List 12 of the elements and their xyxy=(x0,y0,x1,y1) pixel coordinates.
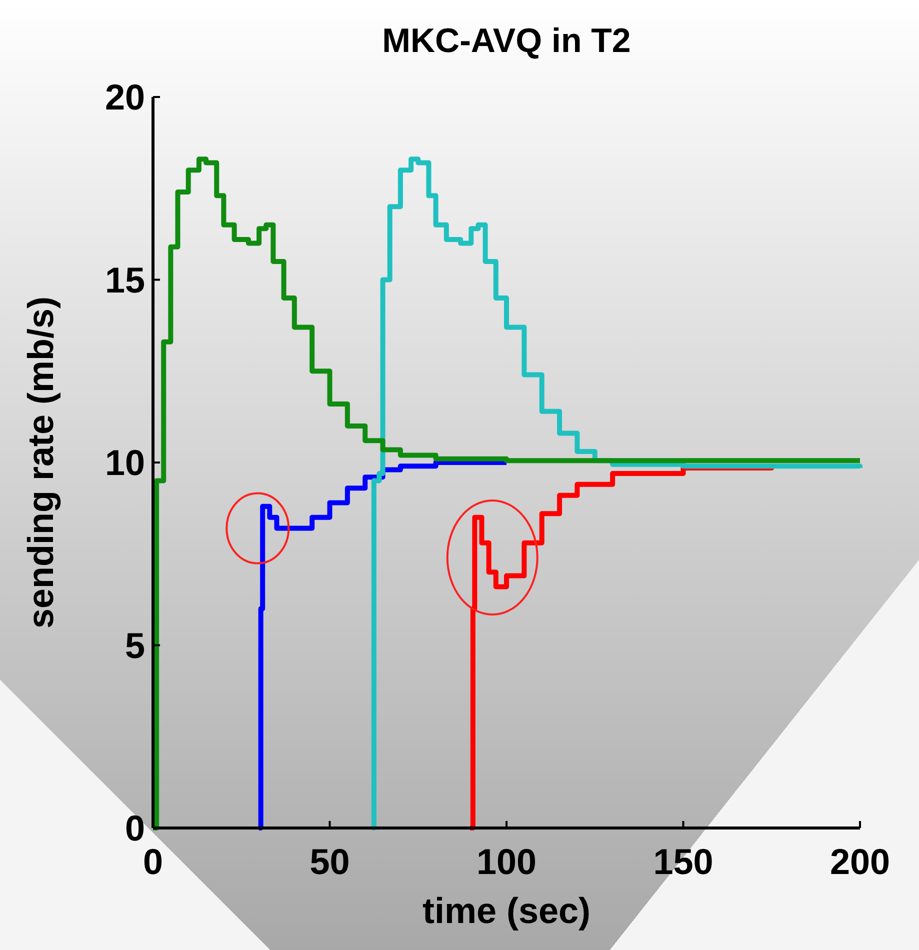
x-tick-label: 100 xyxy=(476,841,537,882)
y-axis-title: sending rate (mb/s) xyxy=(20,296,61,629)
chart-title: MKC-AVQ in T2 xyxy=(382,22,631,60)
y-tick-label: 20 xyxy=(104,76,145,118)
y-tick-label: 0 xyxy=(124,808,145,849)
y-tick-label: 5 xyxy=(124,624,145,666)
x-tick-label: 200 xyxy=(830,841,890,882)
x-tick-label: 150 xyxy=(653,841,714,882)
x-axis-title: time (sec) xyxy=(422,890,591,931)
y-tick-label: 10 xyxy=(104,442,145,484)
x-tick-label: 50 xyxy=(310,841,350,882)
y-tick-label: 15 xyxy=(104,259,145,300)
